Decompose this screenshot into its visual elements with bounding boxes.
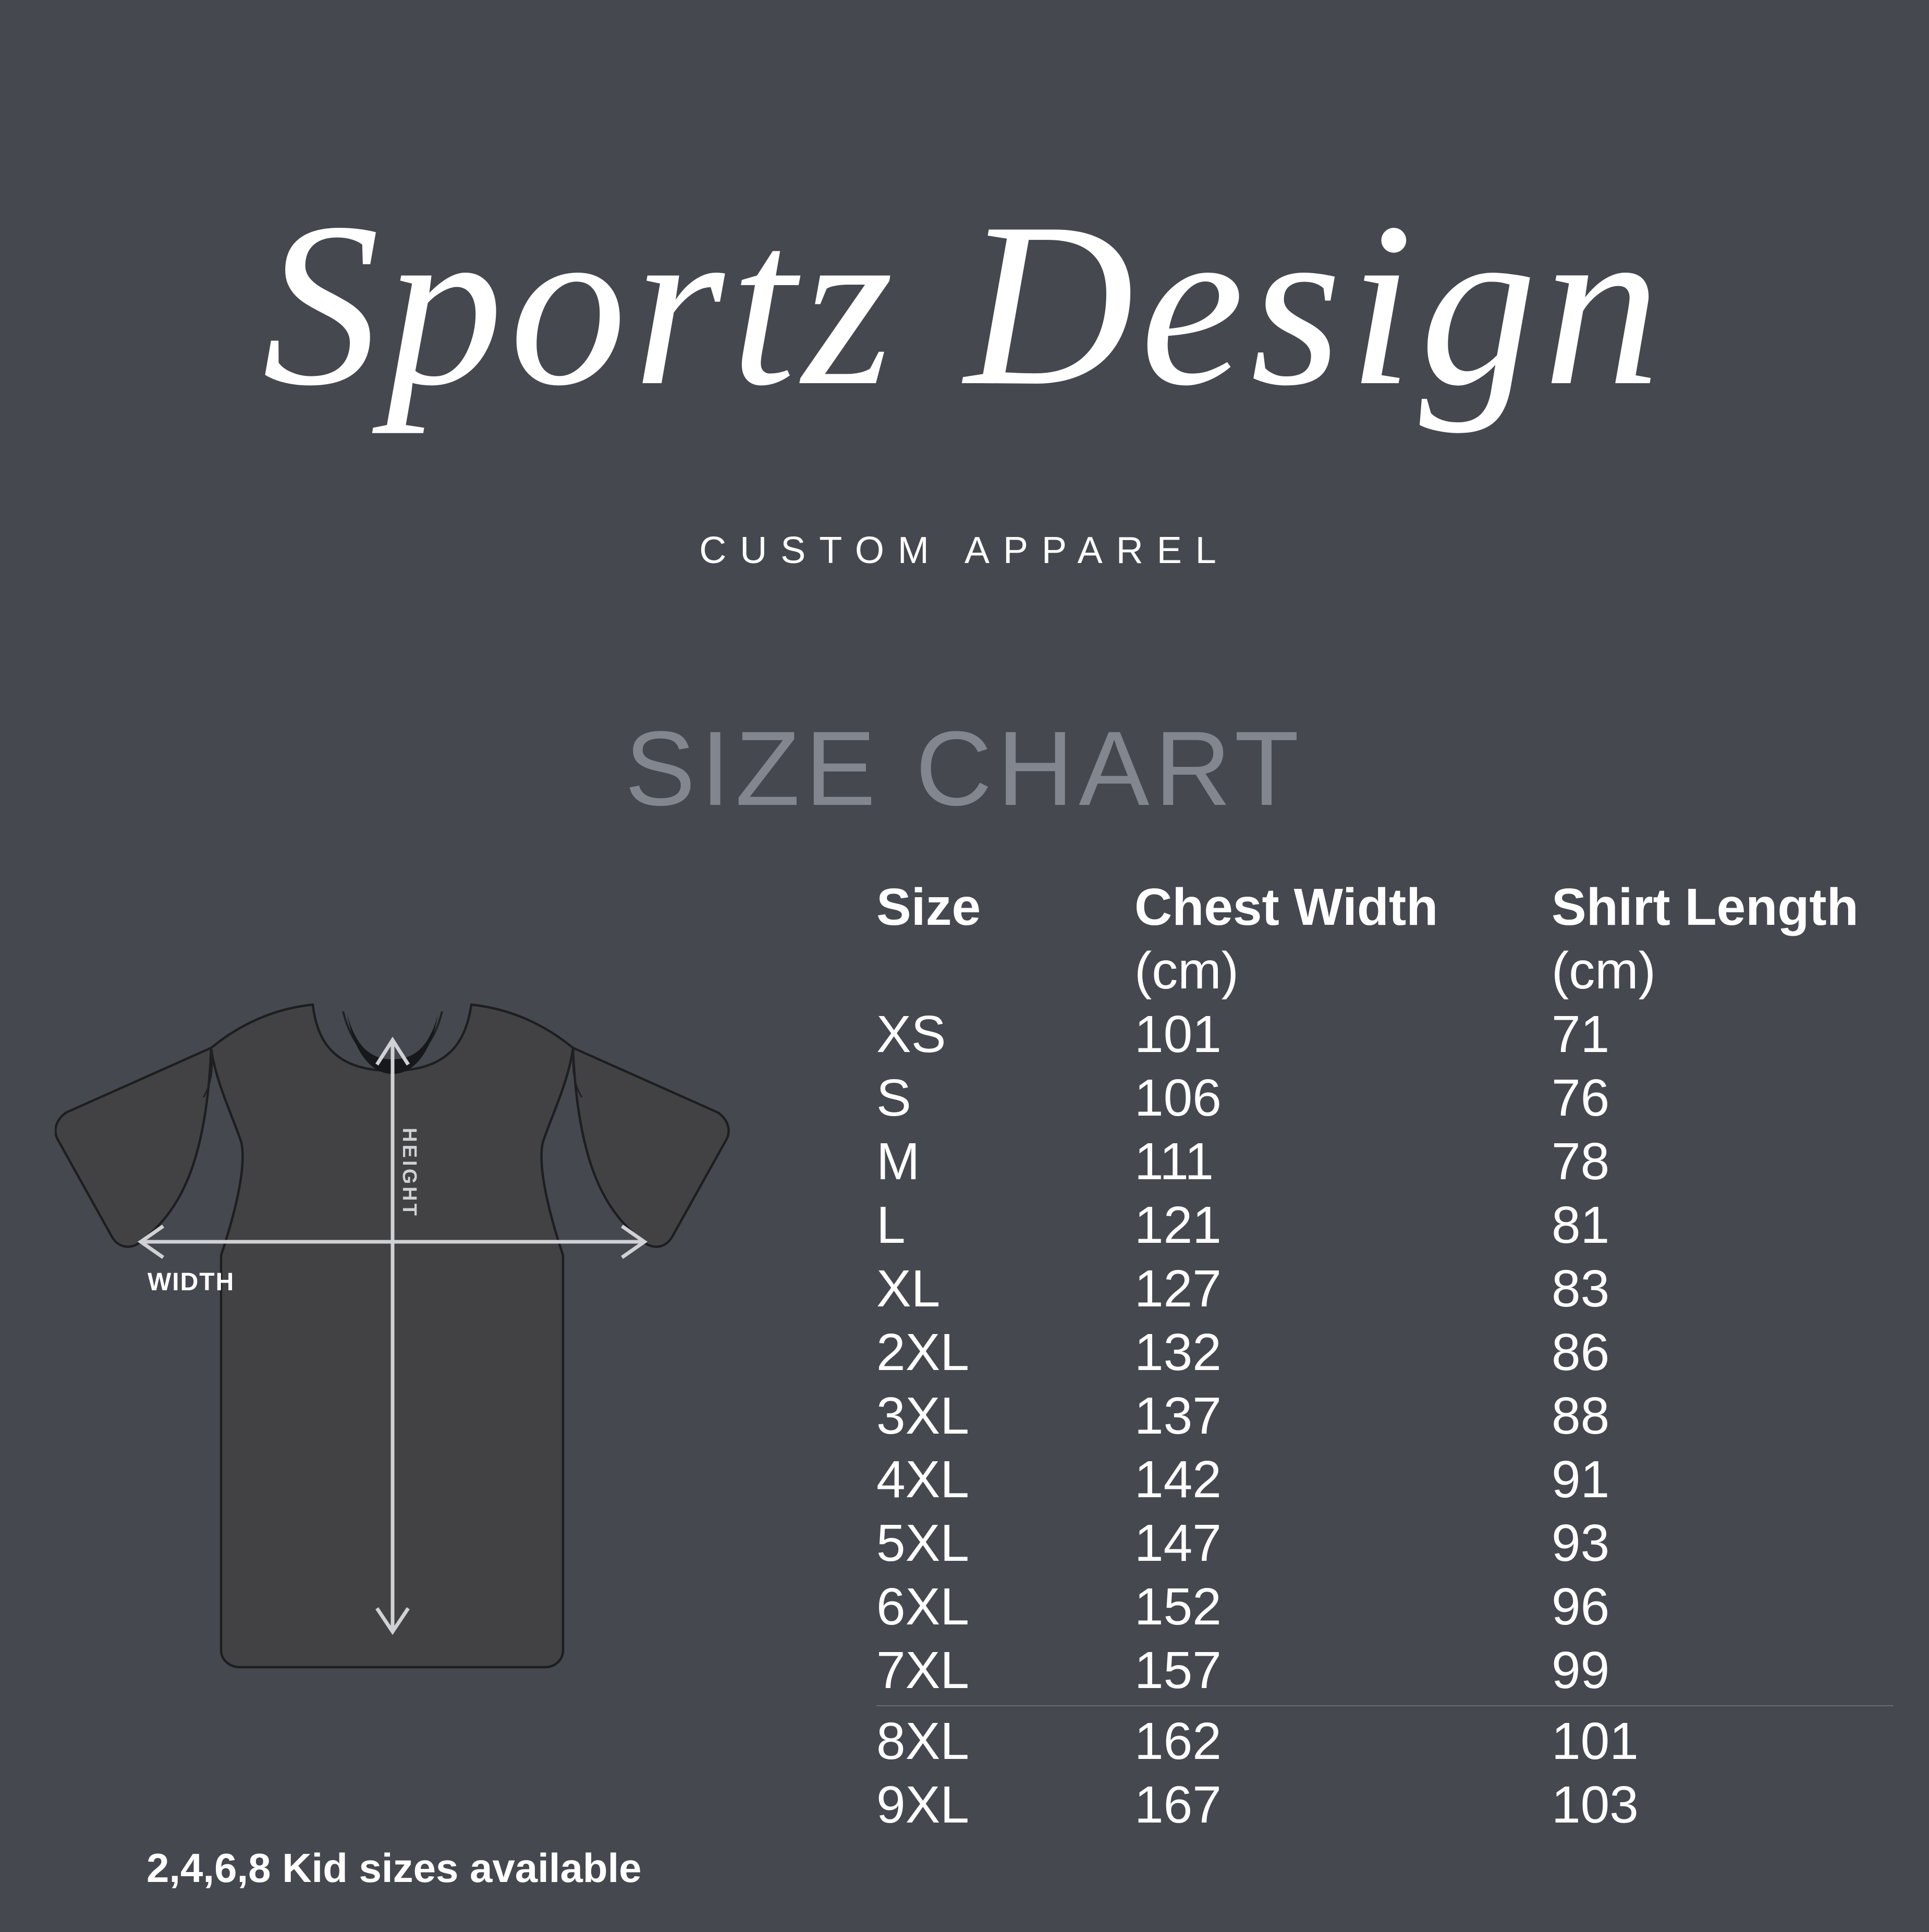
svg-text:Sportz Design: Sportz Design [262,175,1667,434]
svg-text:HEIGHT: HEIGHT [398,1128,420,1218]
svg-text:WIDTH: WIDTH [148,1268,235,1296]
